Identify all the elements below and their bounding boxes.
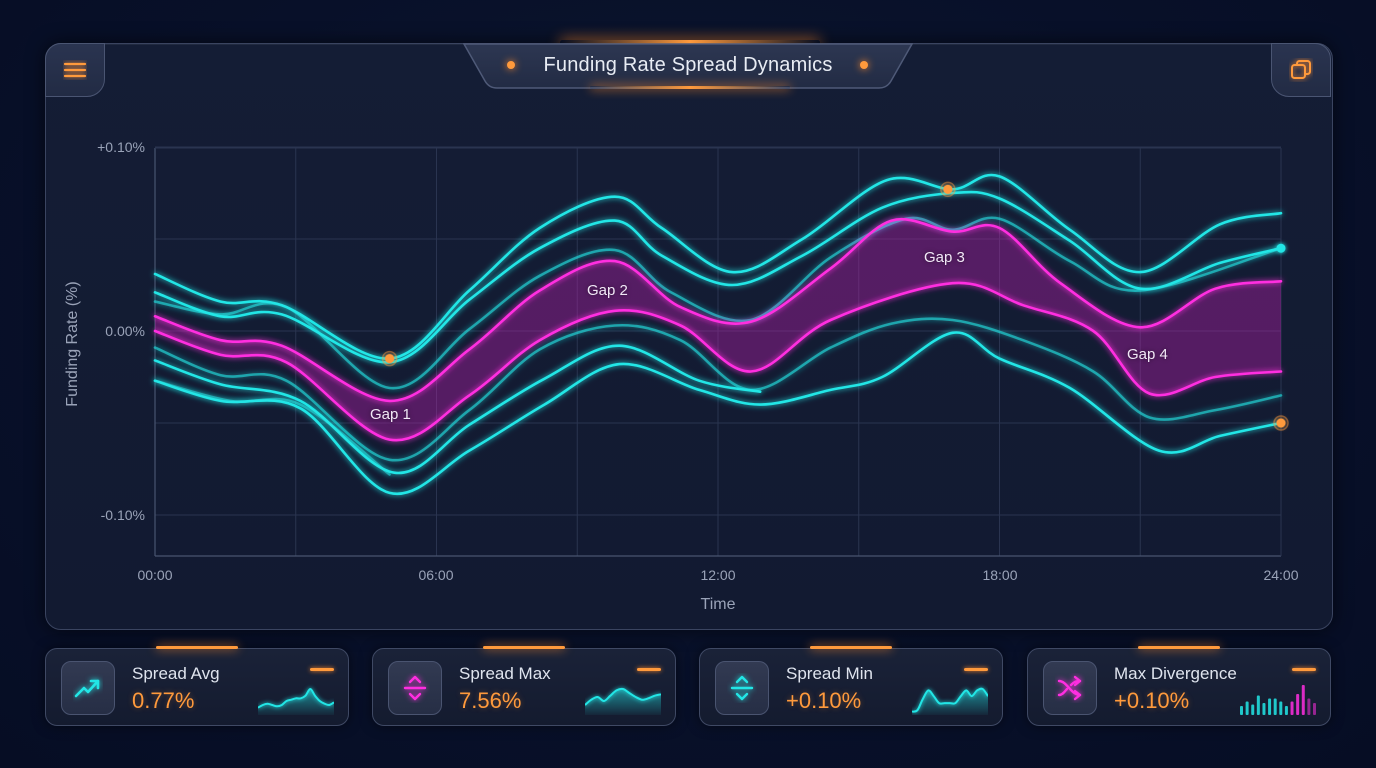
data-point-marker[interactable] (385, 354, 395, 364)
sparkline-chart (912, 687, 988, 715)
restore-window-button[interactable] (1271, 43, 1331, 97)
chart-panel (45, 43, 1333, 630)
spread-max-icon-button[interactable] (388, 661, 442, 715)
collapse-vertical-icon (730, 675, 754, 701)
card-value: +0.10% (786, 688, 862, 713)
card-glow (156, 646, 238, 649)
chart-series (153, 173, 1283, 496)
series-spread-upper (153, 218, 1283, 403)
series-spread-lower (153, 281, 1283, 442)
max-divergence-icon-button[interactable] (1043, 661, 1097, 715)
card-label: Spread Max (459, 664, 551, 683)
x-tick-2: 12:00 (700, 567, 736, 583)
spread-avg-icon-button[interactable] (61, 661, 115, 715)
card-label: Spread Min (786, 664, 873, 683)
spread-min-icon-button[interactable] (715, 661, 769, 715)
series-rate-f (153, 331, 1283, 496)
card-glow (483, 646, 565, 649)
stat-card-spread-avg[interactable]: Spread Avg 0.77% (45, 646, 349, 726)
minimize-indicator[interactable] (310, 668, 334, 671)
title-dot-right (860, 61, 868, 69)
stat-card-spread-max[interactable]: Spread Max 7.56% (372, 646, 676, 726)
x-tick-0: 00:00 (137, 567, 173, 583)
title-glow-top (560, 40, 820, 45)
chart-markers (381, 181, 1289, 431)
minimize-indicator[interactable] (964, 668, 988, 671)
page-title: Funding Rate Spread Dynamics (543, 53, 833, 76)
series-rate-a (153, 173, 1283, 360)
x-tick-3: 18:00 (982, 567, 1018, 583)
hamburger-menu-icon (63, 62, 87, 78)
funding-rate-chart (153, 146, 1289, 557)
data-point-marker[interactable] (1276, 243, 1286, 253)
spread-band (155, 219, 1281, 441)
sparkline-chart (585, 687, 661, 715)
series-rate-b (153, 190, 1283, 364)
gap-label-3: Gap 3 (924, 249, 965, 266)
minimize-indicator[interactable] (637, 668, 661, 671)
title-tab: Funding Rate Spread Dynamics (463, 43, 913, 89)
x-tick-4: 24:00 (1263, 567, 1299, 583)
series-rate-c (153, 216, 1283, 390)
shuffle-icon (1057, 675, 1082, 701)
sparkline-chart (258, 687, 334, 715)
card-value: +0.10% (1114, 688, 1190, 713)
card-value: 0.77% (132, 688, 195, 713)
card-label: Max Divergence (1114, 664, 1237, 683)
title-dot-left (507, 61, 515, 69)
gap-label-2: Gap 2 (587, 282, 628, 299)
data-point-marker[interactable] (943, 184, 953, 194)
y-tick-bottom: -0.10% (100, 507, 145, 523)
series-rate-d (153, 317, 1283, 462)
x-axis-label: Time (700, 596, 736, 613)
stat-card-max-divergence[interactable]: Max Divergence +0.10% (1027, 646, 1331, 726)
y-axis-label: Funding Rate (%) (64, 281, 81, 407)
gap-label-1: Gap 1 (370, 406, 411, 423)
card-value: 7.56% (459, 688, 522, 713)
chart-grid (154, 146, 1282, 557)
x-tick-1: 06:00 (418, 567, 454, 583)
card-glow (1138, 646, 1220, 649)
menu-button[interactable] (45, 43, 105, 97)
expand-vertical-icon (403, 675, 427, 701)
data-point-marker[interactable] (1276, 418, 1286, 428)
series-rate-g (153, 379, 391, 476)
title-glow-bottom (590, 86, 790, 89)
card-glow (810, 646, 892, 649)
restore-window-icon (1291, 60, 1311, 79)
sparkline-chart (1240, 685, 1316, 715)
minimize-indicator[interactable] (1292, 668, 1316, 671)
series-rate-e (153, 344, 762, 475)
y-tick-zero: 0.00% (105, 323, 145, 339)
card-label: Spread Avg (132, 664, 220, 683)
gap-label-4: Gap 4 (1127, 346, 1168, 363)
trending-up-icon (74, 679, 100, 698)
y-tick-top: +0.10% (97, 139, 145, 155)
stat-card-spread-min[interactable]: Spread Min +0.10% (699, 646, 1003, 726)
